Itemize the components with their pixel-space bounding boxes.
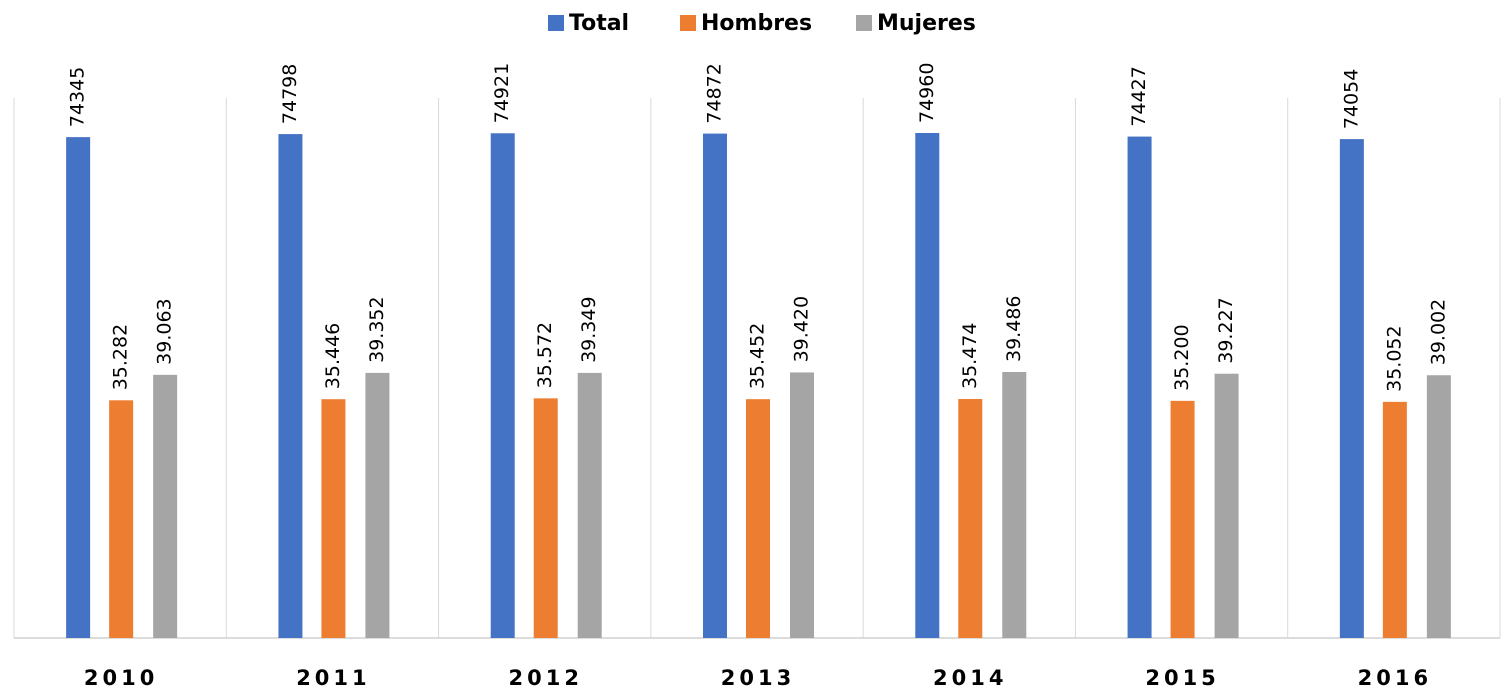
legend-swatch xyxy=(548,15,564,31)
x-tick-label: 2011 xyxy=(296,666,370,690)
bar xyxy=(321,399,346,638)
bar xyxy=(1127,136,1152,639)
data-label: 39.486 xyxy=(1003,296,1025,362)
bar xyxy=(490,133,515,638)
data-label: 35.200 xyxy=(1171,324,1193,390)
data-label: 35.474 xyxy=(959,323,981,389)
x-tick-label: 2015 xyxy=(1145,666,1219,690)
data-label: 39.227 xyxy=(1215,297,1237,363)
data-label: 35.282 xyxy=(110,324,132,390)
x-tick-label: 2016 xyxy=(1358,666,1432,690)
data-label: 74872 xyxy=(704,63,726,123)
bar xyxy=(533,398,558,638)
bar xyxy=(746,399,770,638)
data-label: 35.572 xyxy=(534,322,556,388)
x-tick-label: 2012 xyxy=(508,666,582,690)
bar xyxy=(577,372,602,638)
bar xyxy=(278,134,303,639)
data-label: 39.349 xyxy=(578,296,600,362)
bar xyxy=(958,399,983,638)
bar xyxy=(1339,139,1364,639)
legend-label: Hombres xyxy=(701,11,812,36)
data-label: 39.352 xyxy=(366,296,388,362)
x-tick-label: 2010 xyxy=(84,666,158,690)
data-label: 35.446 xyxy=(322,323,344,389)
data-label: 74798 xyxy=(279,64,301,124)
bar xyxy=(915,133,940,638)
data-label: 35.452 xyxy=(747,323,769,389)
bar xyxy=(109,400,134,638)
x-tick-label: 2014 xyxy=(933,666,1007,690)
data-label: 39.063 xyxy=(154,298,176,364)
data-label: 35.052 xyxy=(1383,325,1405,391)
legend-label: Total xyxy=(569,11,629,36)
data-label: 74960 xyxy=(916,63,938,123)
data-label: 39.002 xyxy=(1427,299,1449,365)
data-label: 39.420 xyxy=(791,296,813,362)
bar xyxy=(153,374,178,638)
bar xyxy=(1170,400,1195,638)
bar xyxy=(66,137,91,639)
bar xyxy=(790,372,814,638)
bar xyxy=(1214,373,1239,638)
legend-swatch xyxy=(856,15,872,31)
data-label: 74921 xyxy=(491,63,513,123)
bar xyxy=(1382,401,1407,638)
data-label: 74345 xyxy=(67,67,89,127)
legend-label: Mujeres xyxy=(877,11,976,36)
data-label: 74427 xyxy=(1128,66,1150,126)
x-tick-label: 2013 xyxy=(721,666,795,690)
data-label: 74054 xyxy=(1340,69,1362,129)
legend-swatch xyxy=(680,15,696,31)
bar xyxy=(1426,375,1451,638)
bar xyxy=(365,372,390,638)
bar xyxy=(703,133,727,639)
bar xyxy=(1002,371,1027,638)
